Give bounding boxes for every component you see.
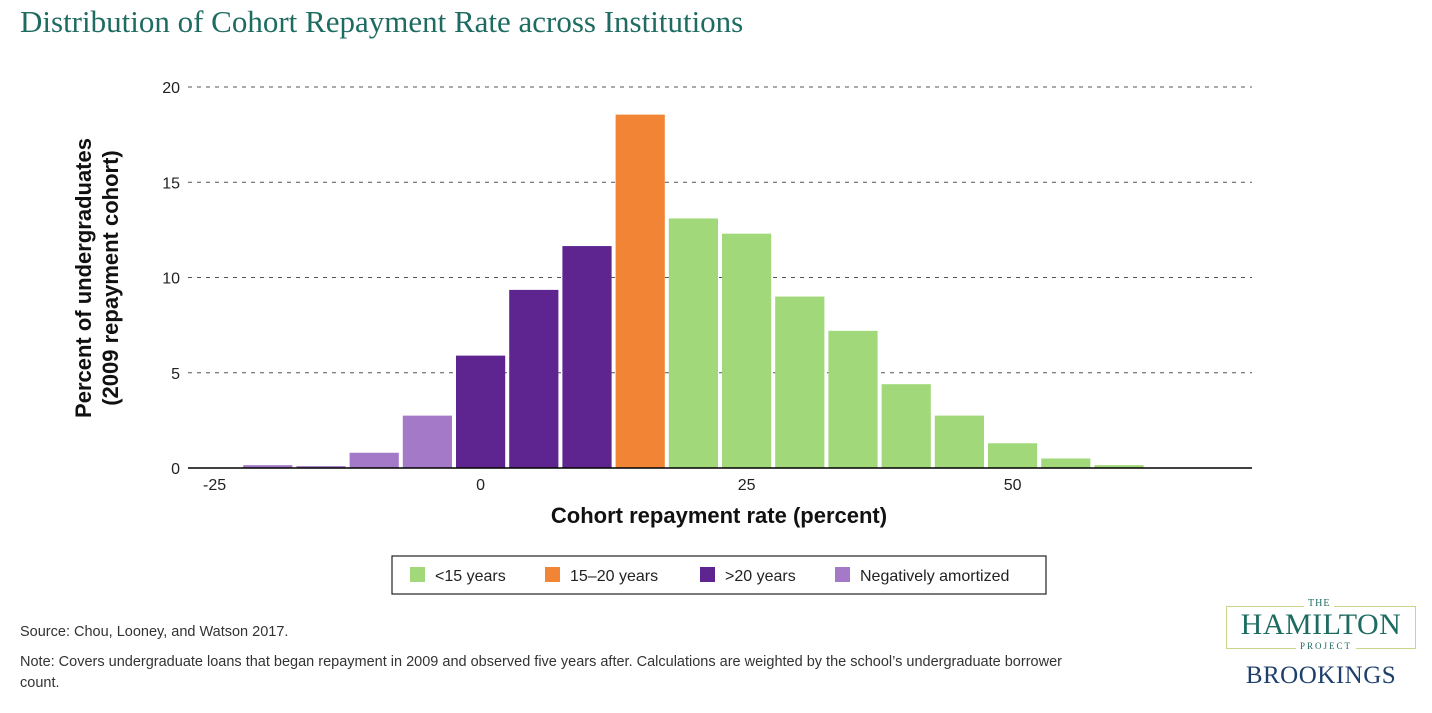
logo-the-text: THE — [1304, 598, 1335, 609]
histogram-bar — [402, 415, 452, 468]
y-tick-label-0: 0 — [171, 461, 180, 478]
histogram-bar — [1094, 465, 1144, 468]
source-text: Source: Chou, Looney, and Watson 2017. — [20, 624, 289, 640]
x-tick-label-50: 50 — [1004, 477, 1022, 494]
legend-swatch-over20 — [700, 567, 715, 582]
legend-swatch-negative — [835, 567, 850, 582]
logo-project-text: PROJECT — [1296, 641, 1357, 651]
y-tick-label-5: 5 — [171, 366, 180, 383]
logo-hamilton-text: HAMILTON — [1240, 608, 1402, 641]
legend-box — [391, 555, 1047, 595]
x-axis-title: Cohort repayment rate (percent) — [551, 503, 887, 528]
histogram-bar — [722, 233, 772, 468]
histogram-bar — [296, 466, 346, 468]
y-axis-title-line1: Percent of undergraduates — [71, 138, 96, 418]
histogram-bar — [615, 114, 665, 468]
logo-brookings-text: BROOKINGS — [1245, 662, 1397, 689]
legend-label-over20: >20 years — [725, 568, 796, 585]
histogram-bar — [243, 465, 293, 468]
x-tick-label-neg25: -25 — [203, 477, 226, 494]
histogram-bar — [775, 296, 825, 468]
x-tick-label-25: 25 — [738, 477, 756, 494]
histogram-bar — [881, 384, 931, 468]
chart-title: Distribution of Cohort Repayment Rate ac… — [20, 4, 744, 39]
histogram-bar — [1041, 458, 1091, 468]
histogram-chart: 0 5 10 15 20 -25 0 25 50 Cohort repayment rate (p… — [71, 80, 1252, 595]
note-text: Note: Covers undergraduate loans that be… — [20, 654, 1062, 691]
y-tick-label-15: 15 — [162, 175, 180, 192]
histogram-bar — [456, 355, 506, 468]
legend-swatch-under15 — [410, 567, 425, 582]
histogram-bar — [349, 452, 399, 468]
legend-swatch-mid — [545, 567, 560, 582]
histogram-bar — [934, 415, 984, 468]
legend-label-under15: <15 years — [435, 568, 506, 585]
y-tick-label-10: 10 — [162, 271, 180, 288]
x-tick-label-0: 0 — [476, 477, 485, 494]
histogram-bar — [562, 246, 612, 468]
legend-label-negative: Negatively amortized — [860, 568, 1009, 585]
y-tick-label-20: 20 — [162, 80, 180, 97]
histogram-bar — [988, 443, 1038, 468]
histogram-bar — [509, 289, 559, 468]
y-axis-title-line2: (2009 repayment cohort) — [98, 150, 123, 406]
legend-label-mid: 15–20 years — [570, 568, 658, 585]
histogram-bar — [668, 218, 718, 468]
histogram-bar — [828, 330, 878, 468]
